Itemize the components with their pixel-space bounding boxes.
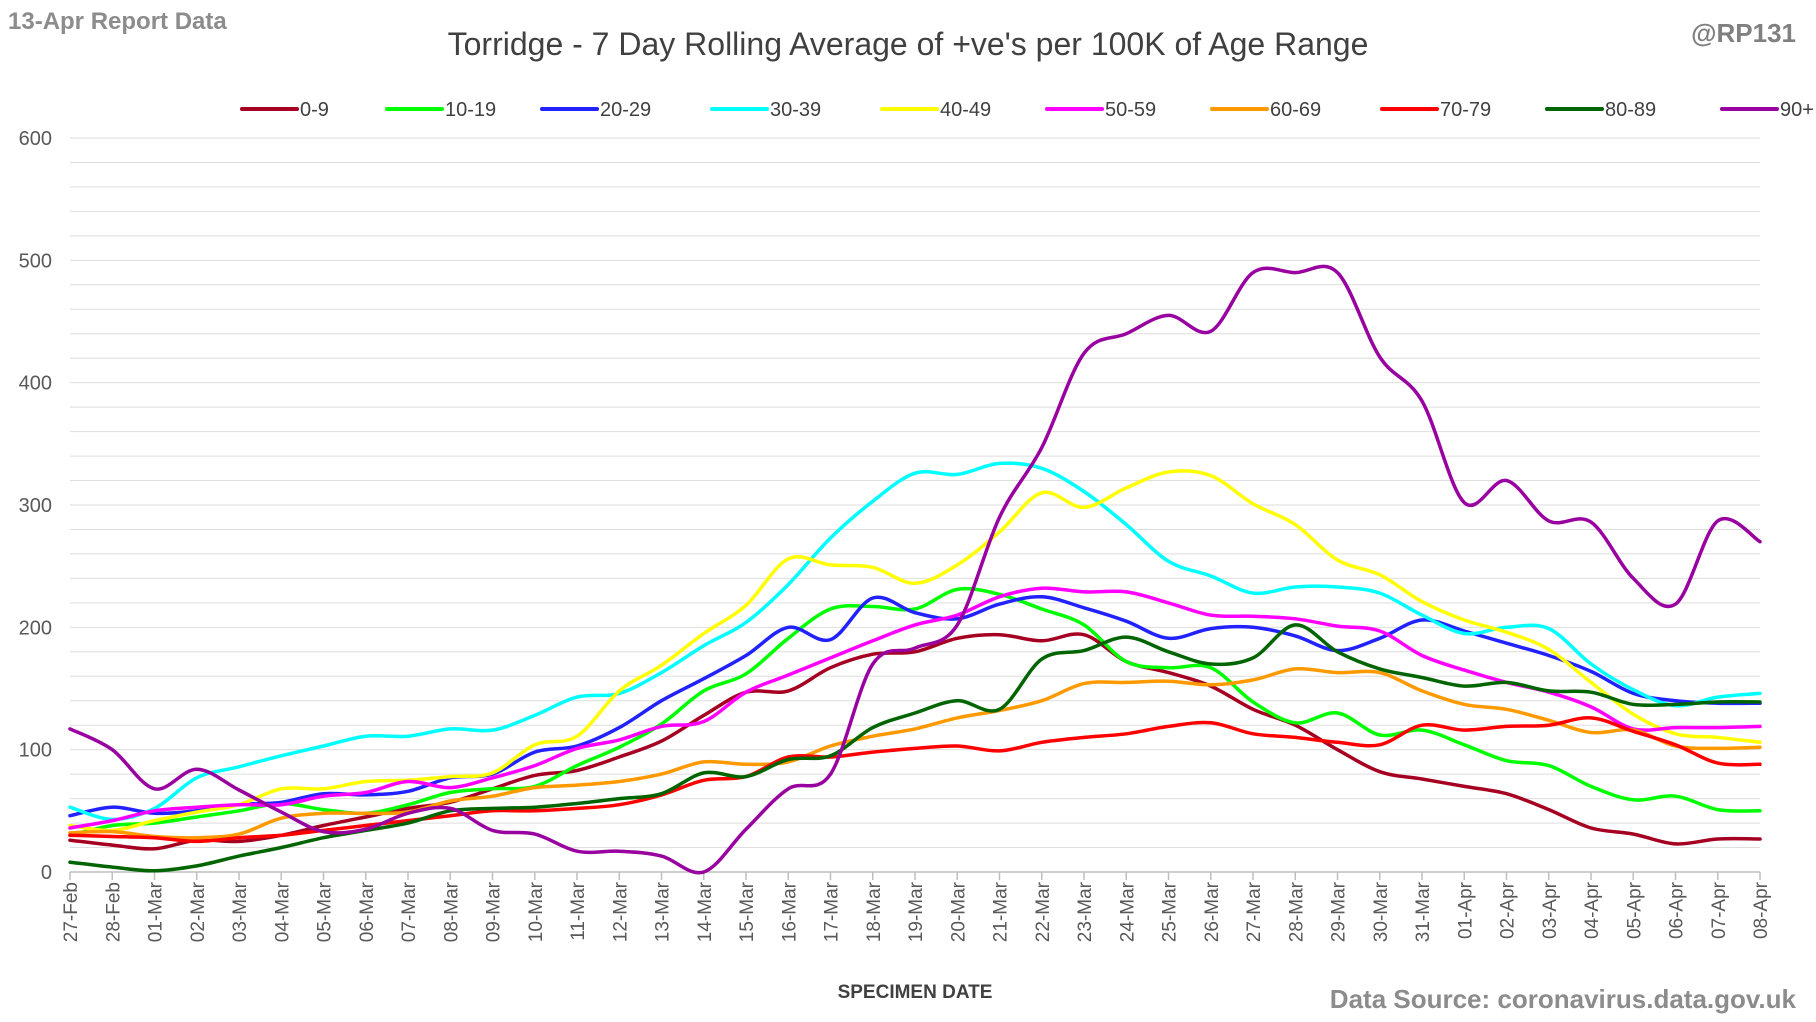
legend-item-60-69: 60-69 — [1210, 99, 1321, 121]
x-tick-label: 04-Apr — [1582, 881, 1603, 939]
report-date-label: 13-Apr Report Data — [8, 8, 227, 35]
x-tick-label: 17-Mar — [822, 881, 843, 942]
legend-item-80-89: 80-89 — [1545, 99, 1656, 121]
x-tick-label: 13-Mar — [653, 881, 674, 942]
series-line-60-69 — [68, 666, 1762, 840]
x-tick-label: 26-Mar — [1202, 881, 1223, 942]
series-line-90+ — [68, 264, 1762, 875]
x-tick-label: 10-Mar — [526, 881, 547, 942]
legend-item-10-19: 10-19 — [385, 99, 496, 121]
x-tick-label: 22-Mar — [1033, 881, 1054, 942]
x-tick-label: 25-Mar — [1160, 881, 1181, 942]
x-tick-label: 11-Mar — [568, 881, 589, 940]
x-tick-label: 31-Mar — [1413, 881, 1434, 942]
x-tick-label: 06-Apr — [1667, 881, 1688, 939]
legend-item-30-39: 30-39 — [710, 99, 821, 121]
x-tick-label: 09-Mar — [484, 881, 505, 942]
legend-label: 50-59 — [1105, 99, 1156, 121]
legend-item-0-9: 0-9 — [240, 99, 329, 121]
x-tick-label: 23-Mar — [1075, 881, 1096, 942]
x-tick-label: 02-Apr — [1498, 881, 1519, 939]
legend-item-20-29: 20-29 — [540, 99, 651, 121]
chart-title: Torridge - 7 Day Rolling Average of +ve'… — [447, 26, 1369, 62]
y-tick-label: 400 — [19, 373, 52, 395]
legend-item-90+: 90+ — [1720, 99, 1814, 121]
y-tick-label: 500 — [19, 250, 52, 272]
series-line-50-59 — [68, 586, 1762, 830]
x-tick-label: 24-Mar — [1117, 881, 1138, 942]
x-tick-label: 03-Mar — [230, 881, 251, 942]
legend-label: 20-29 — [600, 99, 651, 121]
x-tick-label: 01-Apr — [1455, 881, 1476, 939]
x-tick-label: 28-Mar — [1286, 881, 1307, 942]
y-tick-label: 200 — [19, 617, 52, 639]
legend-label: 0-9 — [300, 99, 329, 121]
legend-item-70-79: 70-79 — [1380, 99, 1491, 121]
legend-label: 60-69 — [1270, 99, 1321, 121]
x-tick-label: 01-Mar — [146, 881, 167, 942]
x-tick-label: 07-Apr — [1709, 881, 1730, 939]
x-tick-label: 15-Mar — [737, 881, 758, 942]
x-tick-label: 16-Mar — [779, 881, 800, 942]
series-line-70-79 — [68, 716, 1762, 844]
x-tick-label: 14-Mar — [695, 881, 716, 942]
x-tick-label: 08-Mar — [441, 881, 462, 942]
y-tick-label: 0 — [41, 862, 52, 884]
x-tick-label: 21-Mar — [991, 881, 1012, 942]
x-tick-label: 02-Mar — [188, 881, 209, 942]
x-tick-label: 19-Mar — [906, 881, 927, 942]
x-tick-label: 03-Apr — [1540, 881, 1561, 939]
x-tick-label: 28-Feb — [103, 882, 124, 942]
series-line-20-29 — [68, 595, 1762, 818]
x-tick-label: 07-Mar — [399, 881, 420, 942]
x-tick-label: 27-Mar — [1244, 881, 1265, 942]
author-handle: @RP131 — [1691, 18, 1796, 48]
y-tick-label: 100 — [19, 740, 52, 762]
series-line-0-9 — [68, 632, 1762, 851]
x-axis-label: SPECIMEN DATE — [838, 982, 993, 1003]
x-tick-label: 27-Feb — [61, 882, 82, 942]
y-tick-label: 600 — [19, 128, 52, 150]
y-tick-label: 300 — [19, 495, 52, 517]
legend-label: 10-19 — [445, 99, 496, 121]
legend-label: 70-79 — [1440, 99, 1491, 121]
x-tick-label: 05-Apr — [1624, 881, 1645, 939]
x-tick-label: 04-Mar — [272, 881, 293, 942]
x-tick-label: 06-Mar — [357, 881, 378, 942]
legend-label: 30-39 — [770, 99, 821, 121]
series-line-40-49 — [68, 469, 1762, 833]
legend-item-50-59: 50-59 — [1045, 99, 1156, 121]
x-tick-label: 29-Mar — [1329, 881, 1350, 942]
data-source-label: Data Source: coronavirus.data.gov.uk — [1329, 984, 1796, 1014]
legend-label: 40-49 — [940, 99, 991, 121]
x-tick-label: 30-Mar — [1371, 881, 1392, 942]
legend-label: 90+ — [1780, 99, 1814, 121]
legend-label: 80-89 — [1605, 99, 1656, 121]
x-tick-label: 20-Mar — [948, 881, 969, 942]
x-tick-label: 18-Mar — [864, 881, 885, 942]
x-tick-label: 08-Apr — [1751, 881, 1772, 939]
x-tick-label: 05-Mar — [315, 881, 336, 942]
series-line-30-39 — [68, 461, 1762, 822]
legend-item-40-49: 40-49 — [880, 99, 991, 121]
x-tick-label: 12-Mar — [610, 881, 631, 942]
